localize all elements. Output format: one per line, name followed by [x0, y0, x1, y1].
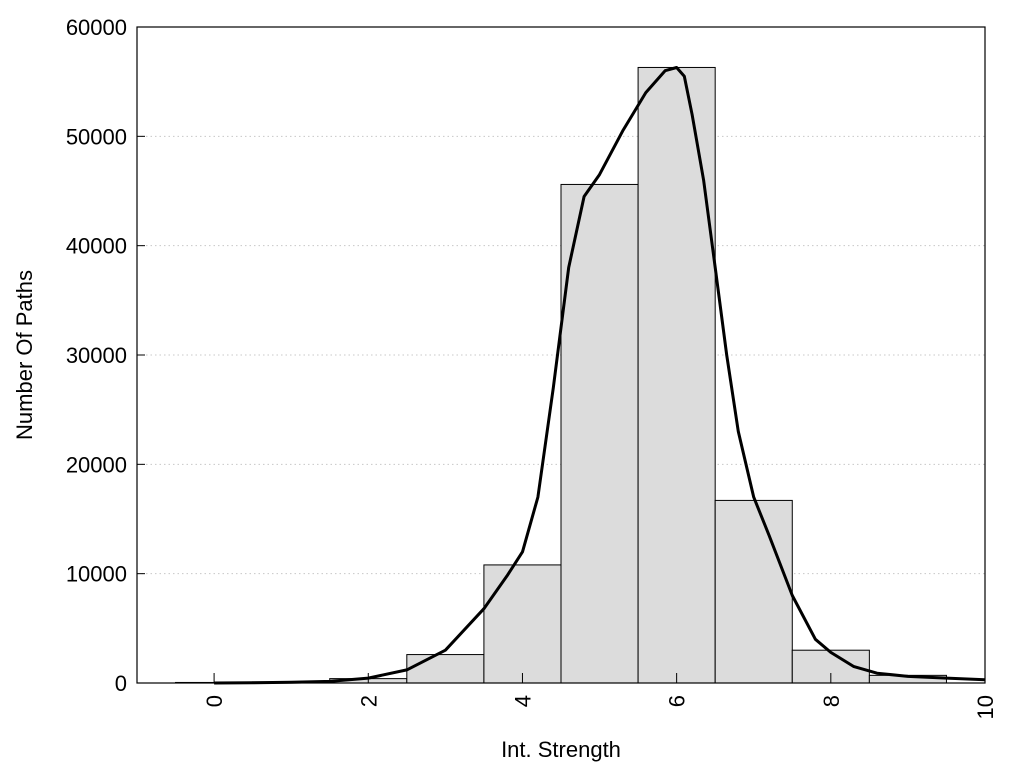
- y-tick-label: 50000: [66, 124, 127, 149]
- histogram-bar: [637, 66, 716, 684]
- y-tick-label: 20000: [66, 452, 127, 477]
- x-tick-label: 4: [510, 695, 535, 707]
- x-axis-label: Int. Strength: [501, 737, 621, 762]
- y-tick-label: 0: [115, 671, 127, 696]
- x-tick-label: 0: [202, 695, 227, 707]
- x-axis-ticks: 0 2 4 6 8 10: [202, 673, 998, 719]
- x-tick-label: 2: [356, 695, 381, 707]
- density-curve-line: [214, 66, 986, 685]
- y-tick-label: 30000: [66, 343, 127, 368]
- histogram-bar: [483, 564, 562, 684]
- x-tick-label: 6: [665, 695, 690, 707]
- histogram-bar: [714, 499, 793, 684]
- y-axis-ticks: 0 10000 20000 30000 40000 50000 60000: [66, 15, 145, 696]
- y-tick-label: 60000: [66, 15, 127, 40]
- y-tick-label: 40000: [66, 234, 127, 259]
- y-axis-label: Number Of Paths: [12, 270, 37, 440]
- histogram-bar: [560, 183, 639, 684]
- x-tick-label: 8: [819, 695, 844, 707]
- histogram-bars: [175, 66, 947, 684]
- density-curve: [214, 66, 986, 685]
- histogram-bar: [406, 654, 485, 684]
- y-tick-label: 10000: [66, 562, 127, 587]
- x-tick-label: 10: [973, 695, 998, 719]
